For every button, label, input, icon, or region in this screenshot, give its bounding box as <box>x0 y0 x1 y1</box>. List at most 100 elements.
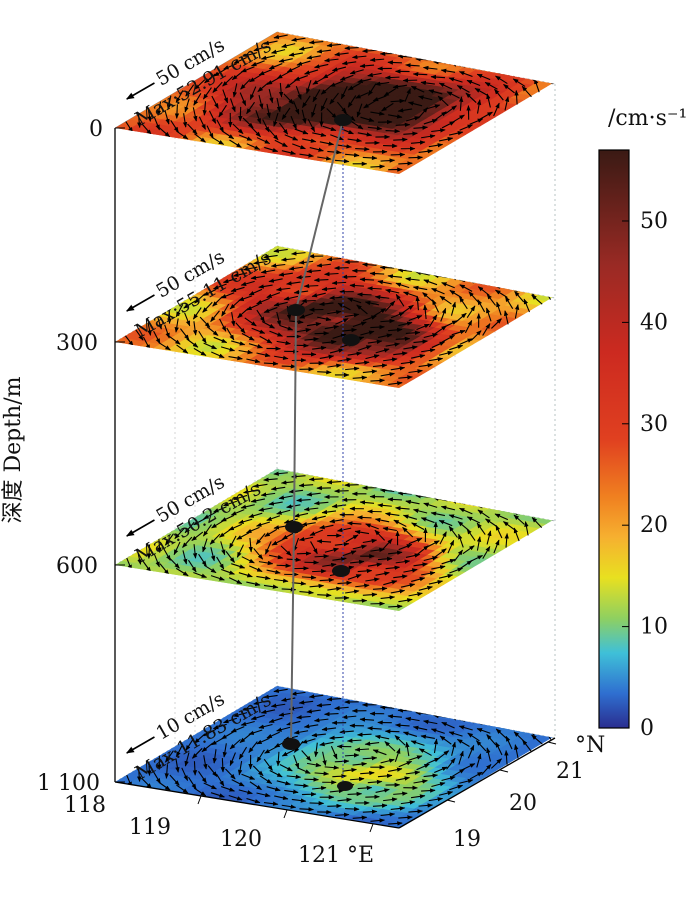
velocity-arrow <box>347 82 361 91</box>
velocity-arrow <box>198 116 206 130</box>
velocity-arrow <box>459 124 474 131</box>
velocity-arrow <box>521 85 532 98</box>
velocity-arrow <box>270 49 286 54</box>
velocity-arrow <box>231 70 244 81</box>
velocity-arrow <box>276 71 290 79</box>
velocity-arrow <box>446 91 460 99</box>
velocity-arrow <box>137 113 142 128</box>
velocity-arrow <box>347 791 363 797</box>
velocity-arrow <box>465 92 477 103</box>
velocity-arrow <box>187 123 198 135</box>
velocity-arrow <box>367 126 383 131</box>
velocity-arrow <box>308 477 324 482</box>
velocity-arrow <box>156 101 162 116</box>
velocity-arrow <box>444 105 457 115</box>
velocity-arrow <box>374 81 390 86</box>
velocity-arrow <box>403 131 418 136</box>
speed-cell <box>526 287 549 295</box>
velocity-arrow <box>418 95 433 101</box>
velocity-arrow <box>331 66 347 72</box>
colorbar-unit: /cm·s⁻¹ <box>608 106 687 131</box>
velocity-arrow <box>448 130 464 136</box>
velocity-arrow <box>330 134 344 141</box>
velocity-arrow <box>405 116 421 122</box>
velocity-arrow <box>314 331 330 336</box>
velocity-arrow <box>357 515 372 520</box>
velocity-arrow <box>296 60 311 66</box>
velocity-arrow <box>202 101 207 116</box>
velocity-arrow <box>420 80 435 86</box>
velocity-arrow <box>304 69 319 75</box>
velocity-arrow <box>206 125 214 139</box>
velocity-arrow <box>466 79 481 86</box>
depth-tick-0: 0 <box>89 117 103 142</box>
velocity-arrow <box>329 80 344 87</box>
velocity-arrow <box>438 136 454 142</box>
velocity-arrow <box>352 598 368 603</box>
velocity-arrow <box>193 93 202 106</box>
velocity-arrow <box>276 563 292 568</box>
velocity-arrow <box>239 92 247 107</box>
velocity-arrow <box>428 89 443 95</box>
velocity-arrow <box>494 88 504 101</box>
velocity-arrow <box>441 121 456 129</box>
depth-tick-600: 600 <box>56 554 98 579</box>
colorbar-tick-50: 50 <box>640 209 668 234</box>
velocity-arrow <box>316 49 331 54</box>
depth-tick-300: 300 <box>56 331 98 356</box>
velocity-arrow <box>421 134 436 139</box>
velocity-arrow <box>221 130 235 140</box>
velocity-arrow <box>387 497 402 502</box>
speed-cell <box>539 75 555 83</box>
velocity-arrow <box>334 759 350 764</box>
speed-cell <box>539 289 555 297</box>
velocity-arrow <box>170 120 179 133</box>
velocity-arrow <box>278 82 284 98</box>
colorbar: 0 10 20 30 40 50 /cm·s⁻¹ <box>598 106 687 741</box>
velocity-arrow <box>344 45 359 51</box>
velocity-arrow <box>229 139 242 148</box>
velocity-arrow <box>426 104 441 110</box>
velocity-arrow <box>283 93 294 105</box>
velocity-arrow <box>397 54 413 59</box>
velocity-arrow <box>428 143 444 148</box>
velocity-arrow <box>347 95 357 108</box>
velocity-arrow <box>388 604 403 609</box>
layer-depth-0 <box>115 32 555 174</box>
velocity-arrow <box>362 809 378 814</box>
velocity-arrow <box>253 45 268 52</box>
velocity-arrow <box>263 361 279 366</box>
velocity-arrow <box>440 68 456 74</box>
velocity-arrow <box>370 111 385 116</box>
velocity-arrow <box>383 88 397 97</box>
velocity-arrow <box>194 133 206 143</box>
velocity-arrow <box>493 102 500 117</box>
velocity-arrow <box>258 68 273 76</box>
velocity-arrow <box>423 119 438 125</box>
velocity-arrow <box>359 277 375 282</box>
velocity-arrow <box>370 324 385 330</box>
velocity-arrow <box>324 711 339 717</box>
velocity-arrow <box>281 107 291 120</box>
velocity-arrow <box>341 60 357 66</box>
velocity-arrow <box>294 75 308 81</box>
velocity-arrow <box>456 84 470 93</box>
velocity-arrow <box>243 52 258 58</box>
velocity-arrow <box>299 807 314 812</box>
velocity-arrow <box>484 81 498 90</box>
velocity-arrow <box>357 132 373 137</box>
velocity-arrow <box>350 120 364 130</box>
depth-axis: 0 300 600 1 100 深度 Depth/m <box>1 117 125 796</box>
velocity-arrow <box>395 122 411 128</box>
velocity-arrow <box>293 101 300 115</box>
velocity-arrow <box>164 110 170 125</box>
velocity-arrow <box>430 74 446 80</box>
velocity-arrow <box>329 92 339 105</box>
velocity-arrow <box>407 101 423 107</box>
velocity-arrow <box>166 95 172 110</box>
velocity-arrow <box>322 70 336 79</box>
velocity-arrow <box>362 155 378 161</box>
velocity-arrow <box>298 46 314 51</box>
velocity-arrow <box>351 54 367 60</box>
velocity-arrow <box>218 104 227 118</box>
